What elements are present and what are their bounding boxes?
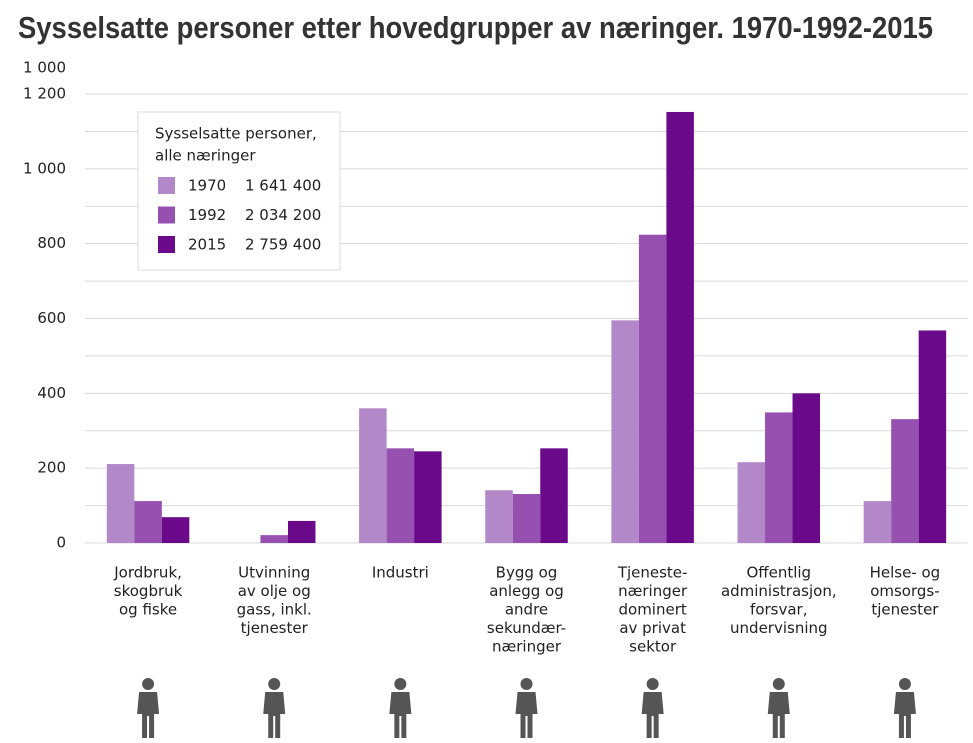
y-tick-label: 200 [37, 459, 66, 477]
x-tick-label: Bygg og [496, 564, 558, 582]
bar [611, 320, 639, 543]
category-icon [767, 678, 790, 738]
icon-body [137, 692, 160, 738]
icon-body [641, 692, 664, 738]
bar [666, 111, 694, 544]
x-tick-label: næringer [618, 582, 688, 600]
bar [287, 520, 316, 543]
bar [765, 412, 793, 543]
legend-swatch [158, 236, 175, 253]
y-tick-label: 600 [37, 309, 66, 327]
legend-label: 1970 [188, 177, 226, 195]
x-tick-label: næringer [492, 638, 562, 656]
category-icon [515, 678, 538, 738]
y-tick-label: 400 [37, 384, 66, 402]
bar [512, 493, 541, 543]
icon-head [394, 678, 407, 690]
x-tick-label: sektor [629, 638, 677, 656]
y-tick-label: 0 [56, 534, 66, 552]
x-tick-label: tjenester [241, 619, 309, 637]
category-icon [893, 678, 916, 738]
bar [134, 501, 162, 543]
legend-label: 1992 [188, 206, 226, 224]
bar [737, 462, 766, 543]
category-icon [137, 678, 160, 738]
bar [540, 448, 568, 543]
x-tick-label: Helse- og [870, 564, 941, 582]
icon-head [142, 678, 155, 690]
icon-body [767, 692, 790, 738]
x-tick-label: undervisning [730, 619, 828, 637]
x-tick-label: dominert [619, 601, 687, 619]
legend-title: alle næringer [155, 147, 256, 165]
bar [792, 393, 821, 543]
icon-head [898, 678, 911, 690]
bar [260, 535, 288, 543]
icon-body [515, 692, 538, 738]
legend-total: 1 641 400 [245, 177, 321, 195]
x-tick-label: av olje og [238, 582, 311, 600]
icon-body [389, 692, 412, 738]
x-tick-label: av privat [619, 619, 686, 637]
y-unit-label: 1 000 [23, 59, 66, 77]
x-tick-label: Tjeneste- [617, 564, 688, 582]
bar [161, 517, 190, 543]
x-tick-label: gass, inkl. [237, 601, 312, 619]
icon-head [772, 678, 785, 690]
x-tick-label: Industri [372, 564, 429, 582]
legend-total: 2 759 400 [245, 236, 321, 254]
bar [386, 448, 415, 543]
legend-swatch [158, 206, 175, 224]
x-tick-label: anlegg og [489, 582, 564, 600]
legend-total: 2 034 200 [245, 206, 321, 224]
x-tick-label: sekundær- [487, 619, 566, 637]
x-tick-label: forsvar, [750, 601, 807, 619]
y-tick-label: 1 000 [23, 159, 66, 177]
x-tick-label: tjenester [871, 601, 939, 619]
icon-head [268, 678, 281, 690]
bar [485, 490, 513, 543]
icon-body [893, 692, 916, 738]
x-tick-label: Offentlig [746, 564, 811, 582]
icon-head [646, 678, 659, 690]
bar [106, 464, 135, 543]
bar [891, 419, 919, 543]
bar [863, 501, 892, 543]
x-tick-label: administrasjon, [721, 582, 837, 600]
x-tick-label: skogbruk [114, 582, 183, 600]
bar [638, 234, 667, 544]
chart-title: Sysselsatte personer etter hovedgrupper … [18, 10, 933, 45]
icon-head [520, 678, 533, 690]
bar [918, 330, 947, 543]
category-icon [641, 678, 664, 738]
legend-swatch [158, 177, 175, 194]
icon-body [263, 692, 286, 738]
x-tick-label: omsorgs- [870, 582, 939, 600]
x-tick-label: Utvinning [238, 564, 310, 582]
bar [359, 408, 387, 543]
category-icon [389, 678, 412, 738]
bar [414, 451, 442, 543]
x-tick-label: og fiske [119, 601, 177, 619]
x-tick-label: Jordbruk, [113, 564, 182, 582]
category-icon [263, 678, 286, 738]
legend-label: 2015 [188, 236, 226, 254]
y-tick-label: 1 200 [23, 85, 66, 103]
legend-title: Sysselsatte personer, [155, 125, 317, 143]
x-tick-label: andre [505, 601, 548, 619]
y-tick-label: 800 [37, 234, 66, 252]
